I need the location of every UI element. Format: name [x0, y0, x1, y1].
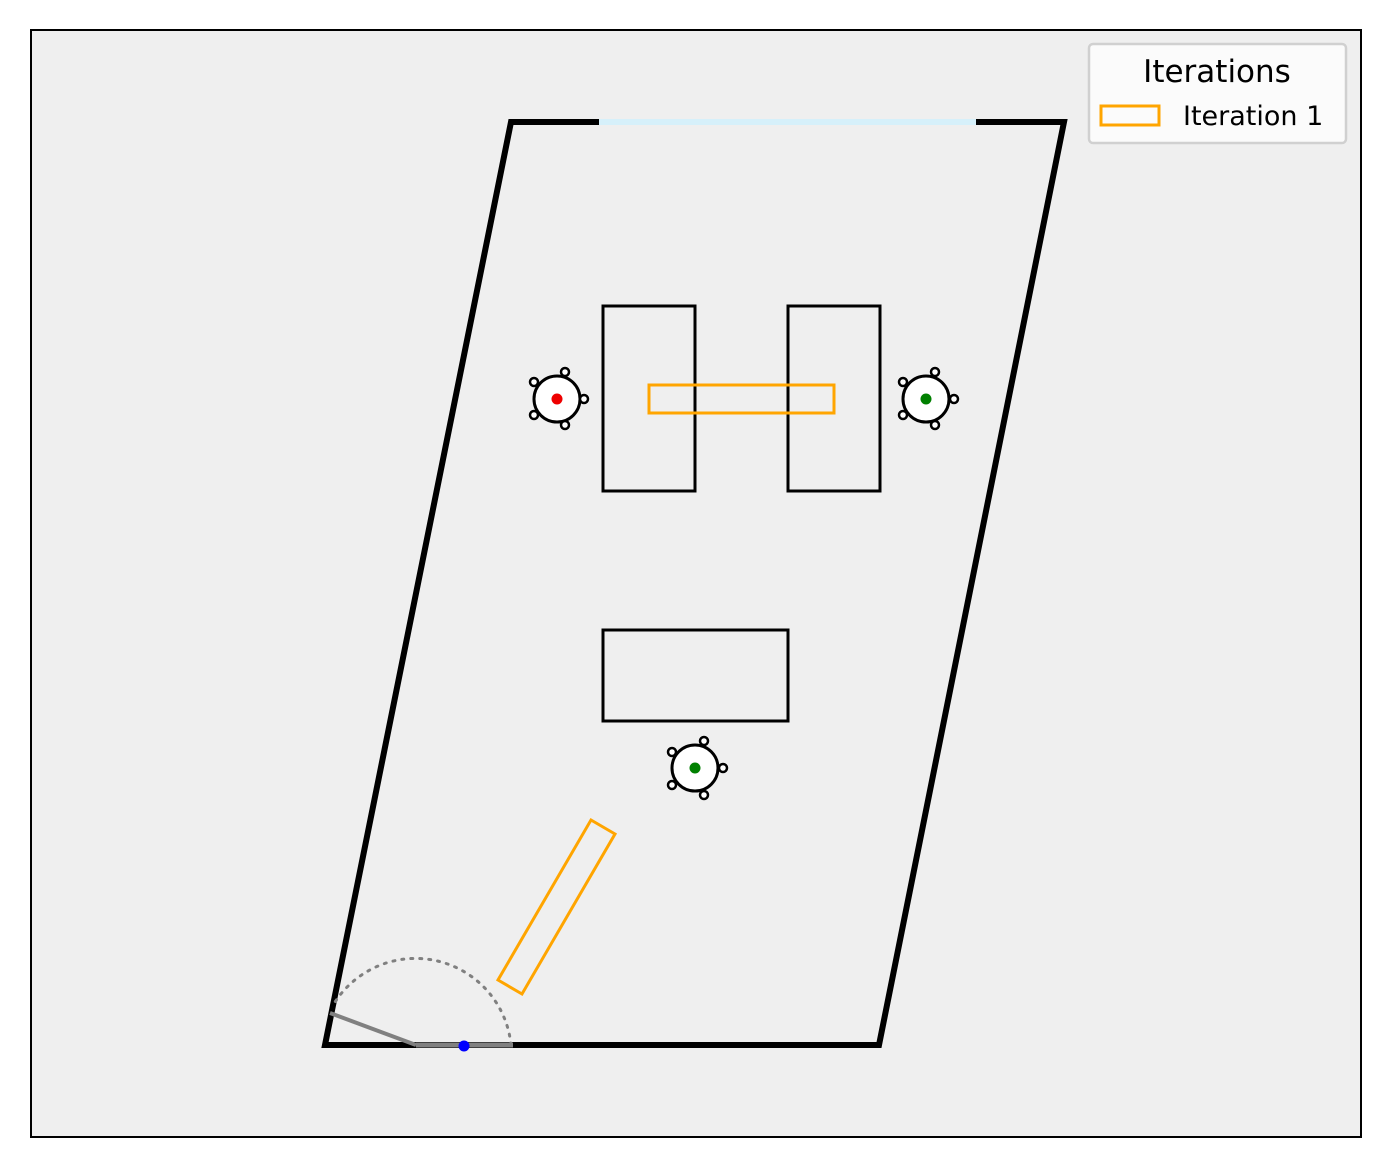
- chair-status-dot: [551, 393, 563, 405]
- iteration-1-rect-diagonal: [495, 817, 618, 997]
- legend-box: [1087, 42, 1348, 145]
- table-bottom: [601, 628, 790, 723]
- iteration-1-rect-center: [647, 383, 836, 415]
- chair-status-dot: [689, 762, 701, 774]
- door-hinge-dot: [458, 1040, 470, 1052]
- legend-swatch-iteration-1: [1099, 104, 1161, 127]
- canvas-background: [30, 29, 1362, 1138]
- legend-label-iteration-1: Iteration 1: [1183, 101, 1323, 132]
- chair-status-dot: [920, 393, 932, 405]
- legend: Iterations Iteration 1: [1087, 42, 1348, 145]
- chair-left: [528, 366, 590, 431]
- door-swing-arc: [330, 957, 513, 1047]
- table-right: [786, 304, 882, 493]
- chair-right: [897, 366, 960, 431]
- chair-bottom: [666, 735, 729, 801]
- door-panel: [329, 1011, 417, 1047]
- table-left: [601, 304, 697, 493]
- legend-title: Iterations: [1143, 54, 1291, 90]
